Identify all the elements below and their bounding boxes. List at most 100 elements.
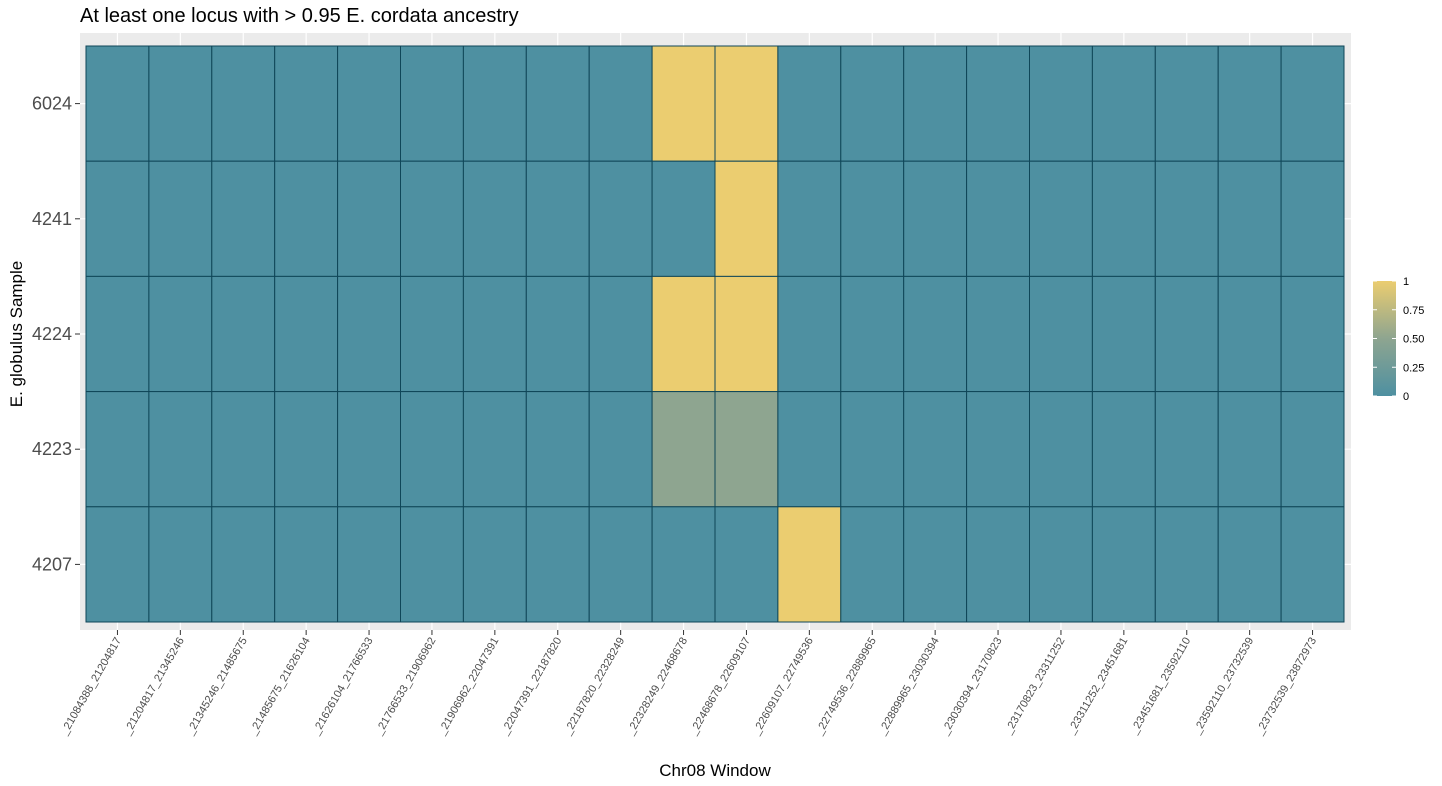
heatmap-cell — [211, 45, 276, 162]
heatmap-cell — [714, 391, 779, 508]
heatmap-cell — [840, 391, 905, 508]
heatmap-cell — [714, 45, 779, 162]
heatmap-cell — [525, 275, 590, 393]
heatmap-cell — [148, 391, 213, 508]
x-tick-label: _22187820_22328249 — [561, 636, 627, 738]
x-tick-label: _21626104_21766533 — [310, 636, 376, 738]
x-tick-label: _21766533_21906962 — [373, 636, 439, 738]
heatmap-cell — [777, 160, 842, 277]
heatmap-cell — [525, 160, 590, 277]
heatmap-cell — [400, 506, 464, 623]
heatmap-cell — [462, 506, 527, 623]
x-tick-label: _22328249_22468678 — [624, 636, 690, 738]
heatmap-cell — [1280, 45, 1345, 162]
heatmap-cell — [714, 160, 779, 277]
legend-label: 0.25 — [1403, 362, 1424, 374]
heatmap-cell — [588, 391, 653, 508]
heatmap-cell — [1154, 275, 1219, 393]
heatmap-cell — [337, 391, 402, 508]
heatmap-cell — [840, 506, 905, 623]
x-tick-label: _21345246_21485675 — [184, 636, 250, 738]
heatmap-cell — [525, 506, 590, 623]
y-tick-label: 4241 — [32, 209, 72, 229]
heatmap-cell — [1217, 45, 1282, 162]
heatmap-cell — [651, 160, 716, 277]
y-tick-label: 4207 — [32, 554, 72, 574]
heatmap-cell — [211, 391, 276, 508]
heatmap-cell — [148, 45, 213, 162]
heatmap-cell — [903, 45, 968, 162]
legend-label: 1 — [1403, 276, 1409, 288]
heatmap-cell — [903, 506, 968, 623]
heatmap-cell — [1217, 275, 1282, 393]
x-tick-label: _21204817_21345246 — [121, 636, 187, 738]
heatmap-cell — [1091, 275, 1156, 393]
heatmap-cell — [337, 160, 402, 277]
heatmap-cell — [588, 45, 653, 162]
x-tick-label: _22047391_22187820 — [498, 636, 564, 738]
heatmap-cell — [1091, 160, 1156, 277]
x-tick-label: _23592110_23732539 — [1191, 636, 1257, 738]
heatmap-cell — [148, 506, 213, 623]
x-tick-label: _23030394_23170823 — [939, 636, 1005, 738]
heatmap-cell — [777, 506, 842, 623]
heatmap-cell — [1280, 160, 1345, 277]
heatmap-cell — [966, 275, 1030, 393]
heatmap-cell — [85, 391, 150, 508]
heatmap-cell — [85, 506, 150, 623]
x-tick-label: _21906962_22047391 — [435, 636, 501, 738]
x-tick-label: _22609107_22749536 — [750, 636, 816, 738]
heatmap-cell — [462, 391, 527, 508]
heatmap-cell — [840, 160, 905, 277]
heatmap-cell — [337, 275, 402, 393]
heatmap-cell — [274, 45, 339, 162]
heatmap-cell — [525, 391, 590, 508]
heatmap-cell — [400, 45, 464, 162]
heatmap-cell — [525, 45, 590, 162]
x-tick-label: _22468678_22609107 — [687, 636, 753, 738]
heatmap-cell — [337, 45, 402, 162]
heatmap-cell — [1280, 506, 1345, 623]
heatmap-cell — [777, 391, 842, 508]
heatmap-cell — [1217, 506, 1282, 623]
heatmap-cell — [1029, 275, 1093, 393]
heatmap-cell — [1154, 506, 1219, 623]
heatmap-cell — [1029, 45, 1093, 162]
heatmap-cell — [274, 506, 339, 623]
heatmap-cell — [148, 160, 213, 277]
legend-label: 0.75 — [1403, 305, 1424, 317]
x-axis-title: Chr08 Window — [659, 761, 771, 780]
heatmap-cell — [651, 506, 716, 623]
heatmap-cells — [85, 45, 1345, 623]
y-axis-title: E. globulus Sample — [7, 261, 26, 407]
heatmap-cell — [85, 275, 150, 393]
heatmap-cell — [400, 391, 464, 508]
legend-label: 0 — [1403, 391, 1409, 403]
heatmap-cell — [274, 391, 339, 508]
heatmap-cell — [903, 391, 968, 508]
legend-label: 0.50 — [1403, 334, 1424, 346]
heatmap-cell — [211, 275, 276, 393]
heatmap-cell — [903, 160, 968, 277]
heatmap-cell — [966, 45, 1030, 162]
x-tick-label: _23170823_23311252 — [1002, 636, 1068, 738]
heatmap-cell — [211, 160, 276, 277]
heatmap-cell — [462, 160, 527, 277]
heatmap-cell — [1029, 160, 1093, 277]
heatmap-cell — [651, 391, 716, 508]
heatmap-cell — [274, 275, 339, 393]
heatmap-cell — [966, 506, 1030, 623]
x-tick-label: _22889965_23030394 — [876, 636, 942, 738]
heatmap-cell — [1280, 391, 1345, 508]
heatmap-cell — [651, 45, 716, 162]
heatmap-cell — [211, 506, 276, 623]
heatmap-cell — [1154, 160, 1219, 277]
heatmap-cell — [1029, 391, 1093, 508]
y-axis-ticks: 6024 4241 4224 4223 4207 — [32, 94, 80, 574]
x-axis-ticks: _21084388_21204817_21204817_21345246_213… — [58, 630, 1319, 738]
y-tick-label: 6024 — [32, 94, 72, 114]
heatmap-cell — [400, 160, 464, 277]
chart-title: At least one locus with > 0.95 E. cordat… — [80, 5, 519, 27]
heatmap-cell — [714, 275, 779, 393]
